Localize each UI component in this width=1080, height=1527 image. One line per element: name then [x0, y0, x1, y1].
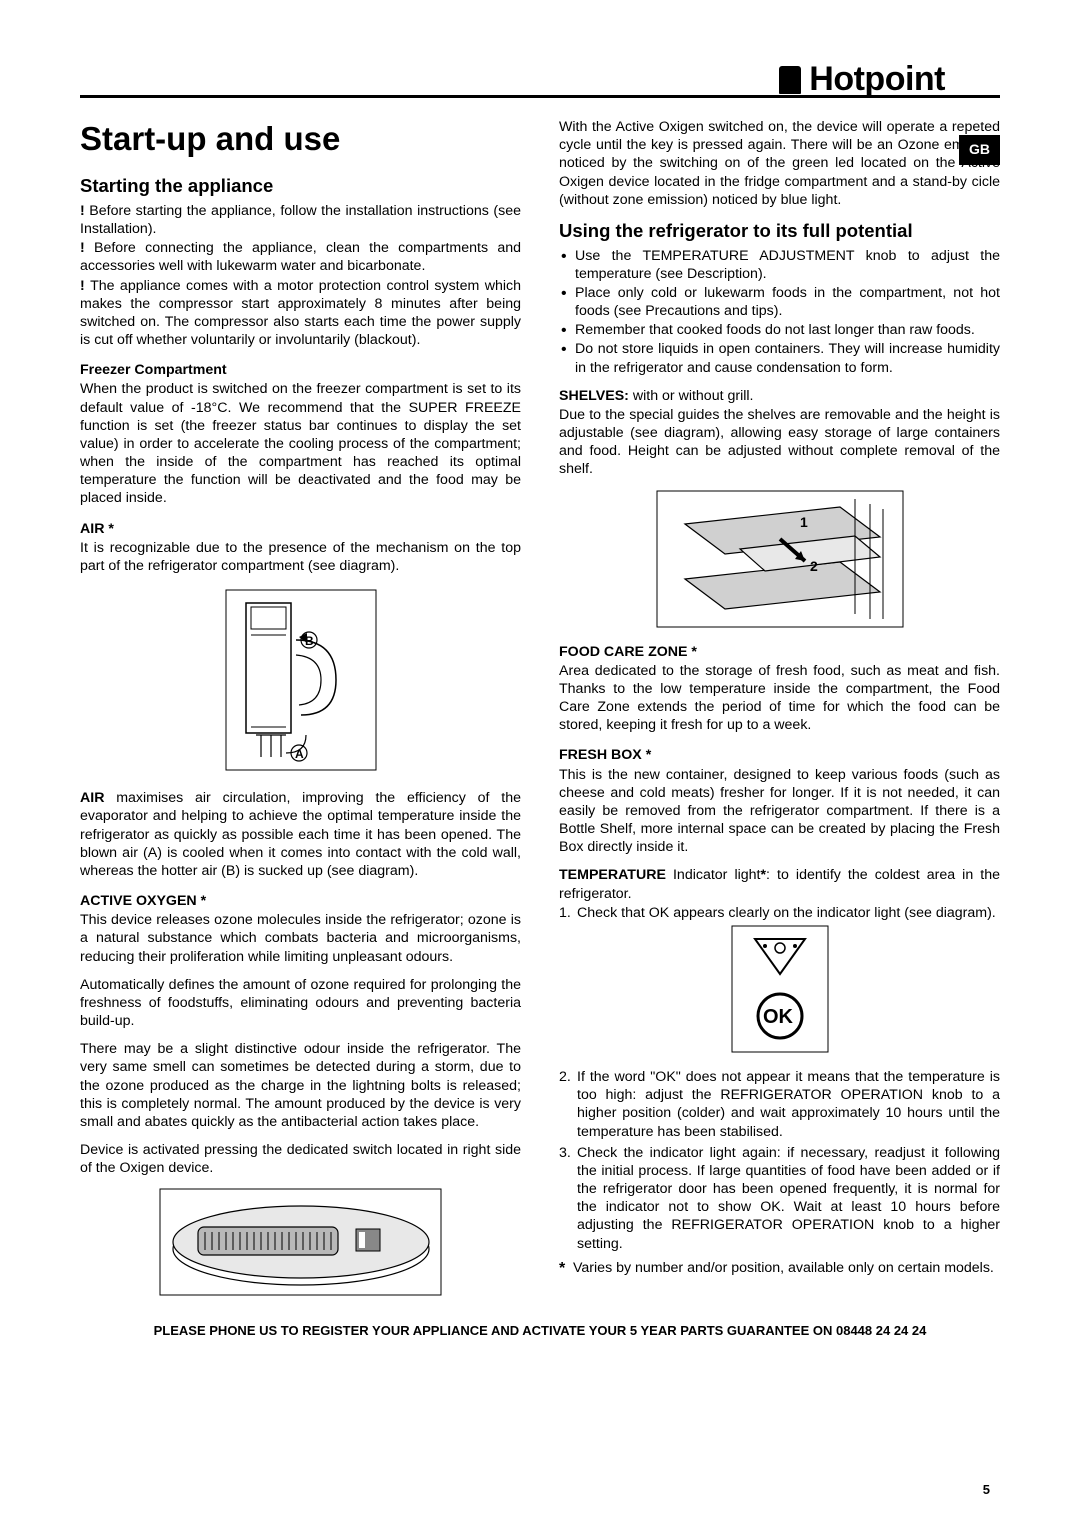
footnote: Varies by number and/or position, availa… — [559, 1259, 1000, 1277]
temp-steps: Check that OK appears clearly on the ind… — [559, 904, 1000, 922]
shelves-bold: SHELVES: — [559, 388, 629, 404]
temp-steps-cont: If the word "OK" does not appear it mean… — [559, 1068, 1000, 1253]
brand-text: Hotpoint — [809, 58, 945, 102]
bullet-4: Do not store liquids in open containers.… — [559, 340, 1000, 376]
step-3: Check the indicator light again: if nece… — [559, 1144, 1000, 1253]
shelf-diagram: 1 2 — [559, 489, 1000, 629]
freezer-p: When the product is switched on the free… — [80, 380, 521, 507]
device-diagram — [80, 1187, 521, 1297]
fresh-p: This is the new container, designed to k… — [559, 766, 1000, 857]
shelves-rest: with or without grill. — [629, 388, 754, 404]
starting-p1: Before starting the appliance, follow th… — [80, 202, 521, 238]
left-column: Start-up and use Starting the appliance … — [80, 118, 521, 1311]
temp-bold: TEMPERATURE — [559, 867, 666, 883]
active-p1: This device releases ozone molecules ins… — [80, 911, 521, 966]
ok-diagram: OK — [559, 924, 1000, 1054]
air-p2: AIR maximises air circulation, improving… — [80, 789, 521, 880]
temp-rest: Indicator light — [666, 867, 761, 883]
svg-text:A: A — [295, 747, 304, 761]
page-number: 5 — [983, 1482, 990, 1499]
temp-line: TEMPERATURE Indicator light*: to identif… — [559, 866, 1000, 902]
shelves-line: SHELVES: with or without grill. — [559, 387, 1000, 405]
starting-heading: Starting the appliance — [80, 174, 521, 198]
step-2: If the word "OK" does not appear it mean… — [559, 1068, 1000, 1141]
svg-text:B: B — [305, 634, 314, 648]
air-heading: AIR * — [80, 520, 521, 538]
using-heading: Using the refrigerator to its full poten… — [559, 219, 1000, 243]
register-line: PLEASE PHONE US TO REGISTER YOUR APPLIAN… — [80, 1323, 1000, 1340]
language-badge: GB — [959, 135, 1000, 165]
active-heading: ACTIVE OXYGEN * — [80, 892, 521, 910]
air-p2-text: maximises air circulation, improving the… — [80, 790, 521, 879]
freezer-heading: Freezer Compartment — [80, 361, 521, 379]
bullet-3: Remember that cooked foods do not last l… — [559, 321, 1000, 339]
active-p3: There may be a slight distinctive odour … — [80, 1040, 521, 1131]
active-p4: Device is activated pressing the dedicat… — [80, 1141, 521, 1177]
food-heading: FOOD CARE ZONE * — [559, 643, 1000, 661]
air-diagram: B A — [80, 585, 521, 775]
svg-text:OK: OK — [763, 1006, 794, 1028]
bullet-1: Use the TEMPERATURE ADJUSTMENT knob to a… — [559, 247, 1000, 283]
page-title: Start-up and use — [80, 118, 521, 160]
brand-icon — [779, 66, 801, 94]
shelves-p: Due to the special guides the shelves ar… — [559, 406, 1000, 479]
starting-p2: Before connecting the appliance, clean t… — [80, 239, 521, 275]
active-p2: Automatically defines the amount of ozon… — [80, 976, 521, 1031]
air-bold: AIR — [80, 790, 104, 806]
svg-text:1: 1 — [800, 514, 808, 530]
starting-p3: The appliance comes with a motor protect… — [80, 277, 521, 350]
air-p1: It is recognizable due to the presence o… — [80, 539, 521, 575]
brand-logo: Hotpoint — [779, 58, 945, 102]
right-column: With the Active Oxigen switched on, the … — [559, 118, 1000, 1311]
fresh-heading: FRESH BOX * — [559, 746, 1000, 764]
svg-text:2: 2 — [810, 558, 818, 574]
food-p: Area dedicated to the storage of fresh f… — [559, 662, 1000, 735]
bullet-2: Place only cold or lukewarm foods in the… — [559, 284, 1000, 320]
using-bullets: Use the TEMPERATURE ADJUSTMENT knob to a… — [559, 247, 1000, 377]
right-top-p: With the Active Oxigen switched on, the … — [559, 118, 1000, 209]
step-1: Check that OK appears clearly on the ind… — [559, 904, 1000, 922]
